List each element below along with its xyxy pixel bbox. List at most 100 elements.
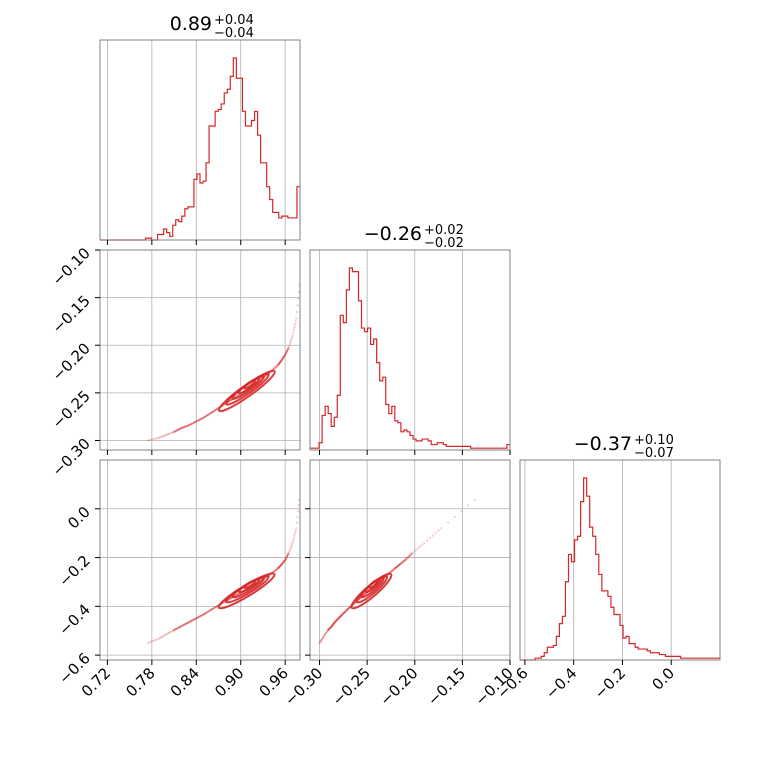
sample-point	[319, 639, 323, 642]
sample-point	[292, 536, 295, 540]
param-title-err-minus: −0.02	[424, 236, 464, 251]
sample-point	[320, 638, 324, 641]
label-layer: 0.72 0.78 0.84 0.90 0.96−0.30 −0.25 −0.20 −0.15…	[49, 244, 678, 709]
sample-point	[293, 532, 297, 535]
sample-point	[437, 529, 440, 532]
frame-layer	[99, 39, 721, 661]
sample-point	[287, 346, 290, 349]
tick-layer	[95, 240, 672, 665]
grid-layer	[100, 40, 672, 660]
scatter-panel-2-0	[147, 498, 300, 645]
sample-point	[294, 529, 297, 532]
sample-point	[161, 435, 165, 438]
sample-point	[319, 640, 322, 643]
panel-frame-2-2	[519, 459, 721, 661]
sample-point	[152, 437, 155, 441]
sample-point	[154, 638, 157, 642]
sample-point	[148, 641, 152, 644]
data-layer	[100, 57, 720, 661]
contour-line	[242, 379, 257, 390]
x-tick-label: −0.20	[376, 664, 421, 709]
sample-point	[322, 635, 325, 638]
sample-point	[147, 641, 150, 645]
sample-point	[466, 504, 470, 507]
sample-point	[423, 541, 426, 545]
sample-point	[287, 552, 290, 556]
y-tick-label: −0.25	[49, 387, 94, 432]
histogram-param-2	[520, 477, 720, 661]
sample-point	[156, 436, 159, 440]
param-title-err-plus: +0.04	[214, 13, 254, 28]
sample-point	[159, 436, 162, 439]
sample-point	[166, 433, 170, 436]
sample-point	[163, 634, 166, 637]
sample-point	[419, 545, 422, 548]
sample-point	[289, 548, 292, 551]
sample-point	[296, 304, 299, 307]
sample-point	[292, 328, 295, 332]
sample-point	[428, 536, 432, 540]
sample-point	[160, 435, 163, 438]
sample-point	[291, 334, 294, 337]
sample-point	[292, 539, 295, 542]
sample-point	[290, 545, 293, 548]
histogram-param-0	[100, 57, 300, 241]
sample-point	[417, 546, 420, 549]
sample-point	[434, 532, 437, 535]
panel-frame-1-1	[309, 249, 511, 451]
sample-point	[158, 436, 161, 439]
sample-point	[289, 340, 292, 343]
contour-line	[368, 579, 379, 589]
param-title-err-plus: +0.02	[424, 223, 464, 238]
contour-line	[243, 579, 257, 589]
sample-point	[170, 630, 173, 633]
sample-point	[453, 515, 456, 519]
panel-frame-2-0	[99, 459, 301, 661]
sample-point	[160, 635, 163, 639]
sample-point	[297, 510, 300, 513]
y-tick-label: −0.20	[49, 339, 94, 384]
sample-point	[287, 347, 290, 350]
sample-point	[410, 552, 413, 556]
x-tick-label: −0.15	[424, 664, 469, 709]
sample-point	[295, 317, 298, 320]
sample-point	[426, 539, 429, 542]
scatter-panel-1-0	[147, 284, 300, 442]
sample-point	[323, 634, 326, 637]
y-tick-label: −0.30	[49, 435, 94, 480]
sample-point	[460, 510, 463, 513]
panel-frame-1-0	[99, 249, 301, 451]
sample-point	[440, 527, 443, 530]
sample-point	[291, 541, 294, 545]
param-title-err-minus: −0.04	[214, 26, 254, 41]
sample-point	[169, 630, 172, 634]
sample-point	[295, 521, 299, 524]
param-title-median: −0.37	[574, 433, 632, 455]
sample-point	[320, 638, 323, 642]
y-tick-label: −0.10	[49, 244, 94, 289]
sample-point	[325, 630, 328, 634]
y-tick-label: −0.2	[55, 552, 93, 590]
sample-point	[446, 521, 450, 524]
sample-point	[288, 344, 291, 347]
title-layer: 0.89 +0.04−0.04 −0.26 +0.02−0.02 −0.37 +0.10−…	[170, 13, 674, 461]
sample-point	[295, 527, 298, 530]
sample-point	[148, 438, 152, 442]
sample-point	[415, 548, 418, 551]
sample-point	[318, 641, 321, 645]
sample-point	[159, 636, 162, 639]
sample-point	[290, 336, 294, 339]
sample-point	[168, 631, 171, 634]
sample-point	[297, 504, 300, 507]
sample-point	[147, 439, 150, 442]
sample-point	[321, 636, 324, 639]
sample-point	[164, 633, 167, 636]
sample-point	[297, 297, 300, 300]
sample-point	[295, 310, 299, 314]
sample-point	[324, 632, 327, 635]
y-tick-label: −0.4	[55, 600, 93, 638]
y-tick-label: −0.15	[49, 292, 94, 337]
sample-point	[321, 637, 324, 640]
param-title-median: −0.26	[364, 223, 422, 245]
